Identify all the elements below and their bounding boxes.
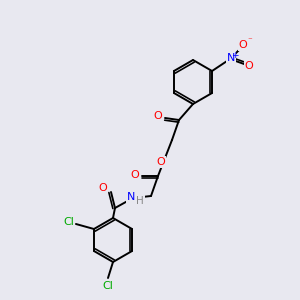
Text: O: O: [157, 157, 165, 167]
Text: N: N: [127, 192, 135, 202]
Text: ⁻: ⁻: [248, 37, 252, 46]
Text: O: O: [154, 111, 162, 121]
Text: +: +: [231, 52, 239, 61]
Text: O: O: [99, 183, 107, 193]
Text: N: N: [227, 53, 235, 63]
Text: O: O: [239, 40, 248, 50]
Text: O: O: [130, 170, 140, 180]
Text: H: H: [136, 196, 144, 206]
Text: O: O: [245, 61, 254, 71]
Text: Cl: Cl: [103, 281, 113, 291]
Text: Cl: Cl: [64, 217, 74, 227]
